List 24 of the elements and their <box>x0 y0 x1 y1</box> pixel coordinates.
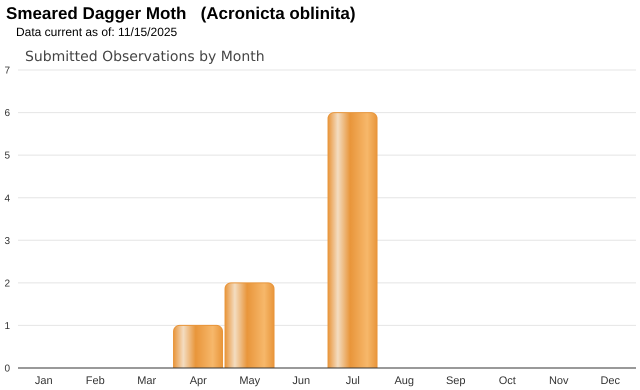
x-tick-label: Jun <box>292 374 310 387</box>
x-tick-label: Feb <box>86 374 105 387</box>
x-tick-label: Sep <box>446 374 466 387</box>
y-tick-label: 3 <box>4 236 10 247</box>
y-tick-label: 7 <box>4 66 10 77</box>
x-tick-label: Apr <box>190 374 208 387</box>
y-tick-label: 4 <box>4 193 10 204</box>
x-tick-label: Oct <box>498 374 516 387</box>
text: Submitted Observations by Month <box>25 49 265 65</box>
x-tick-label: Dec <box>600 374 621 387</box>
y-tick-label: 2 <box>4 278 10 290</box>
x-tick-label: Jul <box>346 374 360 387</box>
x-tick-label: Jan <box>34 374 53 387</box>
x-tick-label: Nov <box>548 374 570 387</box>
x-tick-label: Mar <box>137 374 157 387</box>
y-tick-label: 0 <box>4 364 10 375</box>
y-tick-label: 6 <box>4 108 10 120</box>
y-tick-label: 5 <box>4 150 10 162</box>
chart-title: Smeared Dagger Moth (Acronicta oblinita) <box>6 4 356 24</box>
chart-subtitle: Data current as of: 11/15/2025 <box>16 25 178 39</box>
y-tick-label: 1 <box>4 320 10 332</box>
bar <box>328 112 378 368</box>
x-tick-label: Aug <box>394 374 414 387</box>
x-tick-label: May <box>239 374 261 387</box>
